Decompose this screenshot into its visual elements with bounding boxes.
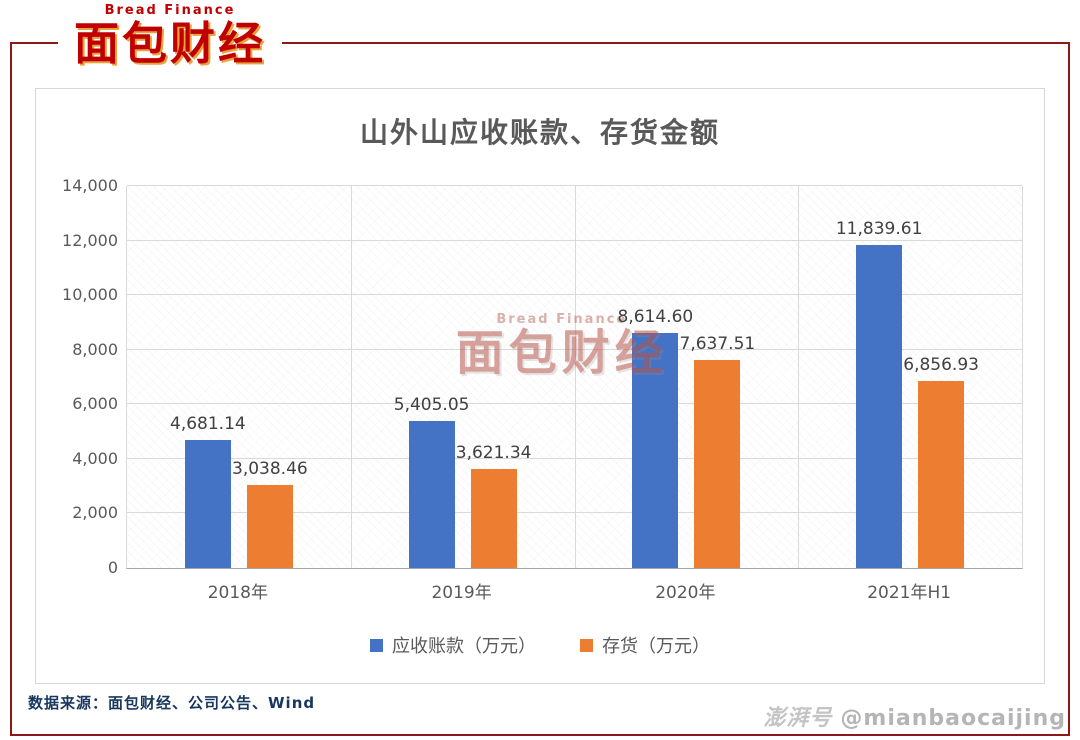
gridline-vertical <box>574 186 576 568</box>
legend-label: 应收账款（万元） <box>392 636 536 657</box>
bar <box>856 244 903 568</box>
bar-value-label: 3,621.34 <box>455 443 532 464</box>
y-axis-tick-label: 0 <box>107 558 118 577</box>
x-axis-tick-label: 2019年 <box>431 583 492 603</box>
brand-logo-subtitle: Bread Finance <box>104 3 236 18</box>
bar <box>632 332 679 568</box>
y-axis-tick-label: 2,000 <box>72 503 118 523</box>
legend-swatch <box>370 638 383 652</box>
legend-item: 应收账款（万元） <box>370 632 536 658</box>
bar-value-label: 5,405.05 <box>393 394 470 415</box>
y-axis-tick-label: 14,000 <box>62 176 118 195</box>
bar-value-label: 6,856.93 <box>903 354 979 375</box>
y-axis-tick-label: 6,000 <box>72 394 118 414</box>
pengpai-handle: @mianbaocaijing <box>840 706 1066 731</box>
legend-label: 存货（万元） <box>602 636 710 657</box>
x-axis-tick-label: 2020年 <box>655 583 716 603</box>
bar-value-label: 11,839.61 <box>835 218 923 239</box>
brand-logo-title: 面包财经 <box>74 17 267 71</box>
data-source-note: 数据来源：面包财经、公司公告、Wind <box>28 694 316 712</box>
red-border-frame <box>10 42 1070 736</box>
x-axis-tick-label: 2018年 <box>207 583 268 603</box>
bar <box>408 420 455 568</box>
bar <box>918 380 965 568</box>
bar <box>246 485 293 568</box>
y-axis-tick-label: 10,000 <box>62 285 118 305</box>
chart-legend: 应收账款（万元） 存货（万元） <box>36 632 1044 658</box>
bar-value-label: 3,038.46 <box>232 459 308 480</box>
plot-area: Bread Finance 面包财经 4,681.14 3,038.46 5,405… <box>126 185 1023 569</box>
gridline <box>127 185 1022 186</box>
brand-logo: Bread Finance 面包财经 <box>58 0 283 72</box>
legend-swatch <box>580 638 593 652</box>
bar-value-label: 8,614.60 <box>617 306 694 327</box>
pengpai-watermark: 澎湃号 @mianbaocaijing <box>763 700 1066 732</box>
chart-card: 山外山应收账款、存货金额 Bread Finance 面包财经 4,681.14… <box>35 88 1045 684</box>
pengpai-logo: 澎湃号 <box>763 706 833 731</box>
x-axis-tick-label: 2021年H1 <box>867 583 952 603</box>
bar <box>694 359 741 568</box>
gridline-vertical <box>350 186 352 568</box>
y-axis-tick-label: 12,000 <box>62 230 118 250</box>
y-axis-tick-label: 4,000 <box>72 448 118 468</box>
y-axis-tick-label: 8,000 <box>72 339 118 359</box>
legend-item: 存货（万元） <box>580 632 710 658</box>
bar <box>184 440 231 568</box>
bar-value-label: 4,681.14 <box>170 414 246 435</box>
bar-value-label: 7,637.51 <box>679 333 756 354</box>
bar <box>470 469 517 568</box>
chart-title: 山外山应收账款、存货金额 <box>359 116 720 149</box>
gridline-vertical <box>798 186 800 568</box>
